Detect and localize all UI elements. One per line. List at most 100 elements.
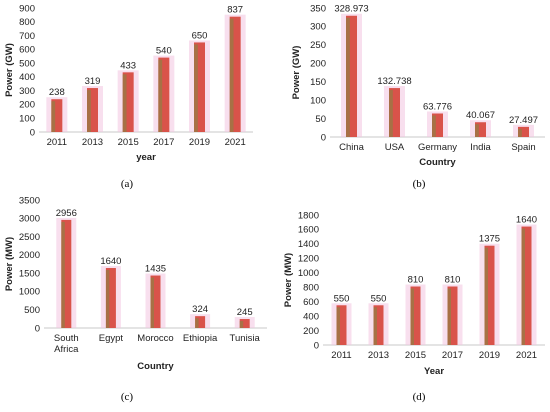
bar bbox=[87, 88, 98, 132]
bar bbox=[336, 305, 347, 345]
bar bbox=[150, 275, 161, 328]
x-tick-label: 2017 bbox=[442, 350, 463, 361]
y-axis-title: Power (GW) bbox=[291, 46, 302, 100]
y-tick-label: 300 bbox=[310, 22, 326, 33]
data-label: 1640 bbox=[516, 215, 537, 226]
y-tick-label: 600 bbox=[303, 297, 319, 308]
data-label: 1640 bbox=[100, 256, 121, 267]
x-tick-label: 2013 bbox=[82, 137, 103, 148]
bar-shade bbox=[475, 124, 479, 137]
data-label: 810 bbox=[445, 275, 461, 286]
bar bbox=[194, 42, 205, 132]
x-tick-label: India bbox=[470, 142, 491, 153]
data-label: 132.738 bbox=[377, 76, 411, 87]
data-label: 328.973 bbox=[334, 4, 368, 15]
y-tick-label: 2000 bbox=[19, 250, 40, 261]
bar bbox=[389, 88, 400, 137]
bar bbox=[229, 16, 241, 132]
x-tick-label: 2015 bbox=[405, 350, 426, 361]
bar bbox=[432, 113, 443, 137]
bar bbox=[521, 226, 532, 345]
y-tick-label: 900 bbox=[19, 3, 35, 14]
data-label: 433 bbox=[120, 60, 136, 71]
x-axis-title: Country bbox=[137, 361, 174, 372]
bar bbox=[239, 319, 250, 328]
y-tick-label: 1000 bbox=[19, 287, 40, 298]
y-tick-label: 50 bbox=[315, 114, 326, 125]
bar-shade bbox=[61, 221, 65, 328]
bar-shade bbox=[194, 44, 198, 132]
x-tick-label: Morocco bbox=[137, 333, 173, 344]
x-axis-title: year bbox=[136, 152, 156, 163]
x-tick-label: 2015 bbox=[118, 137, 139, 148]
x-tick-label: 2011 bbox=[47, 137, 67, 148]
bar-shade bbox=[195, 318, 199, 328]
y-tick-label: 800 bbox=[303, 283, 319, 294]
y-axis-title: Power (MW) bbox=[4, 237, 15, 291]
bar-shade bbox=[158, 59, 163, 132]
bar-shade bbox=[87, 90, 91, 132]
panel-label: (b) bbox=[413, 178, 426, 190]
bar-shade bbox=[105, 270, 110, 328]
bar-shade bbox=[150, 277, 154, 328]
x-tick-label: Tunisia bbox=[230, 333, 261, 344]
x-axis-title: Year bbox=[424, 366, 444, 377]
y-tick-label: 350 bbox=[310, 3, 326, 14]
bar-shade bbox=[521, 228, 525, 345]
y-tick-label: 200 bbox=[310, 59, 326, 70]
data-label: 319 bbox=[85, 76, 101, 87]
bar-shade bbox=[346, 17, 350, 137]
x-tick-label: USA bbox=[385, 142, 405, 153]
bar-shade bbox=[410, 288, 414, 345]
chart-panel-a: 0 100 200 300 400 500 600 700 800 900 238 2011 319 20… bbox=[4, 3, 253, 190]
y-tick-label: 0 bbox=[314, 340, 319, 351]
y-tick-label: 500 bbox=[24, 305, 40, 316]
bar bbox=[447, 286, 458, 345]
data-label: 540 bbox=[156, 46, 172, 57]
bar bbox=[51, 99, 63, 132]
y-tick-label: 1500 bbox=[19, 268, 40, 279]
bar-shade bbox=[239, 321, 244, 328]
y-tick-label: 1600 bbox=[298, 225, 319, 236]
x-tick-label: Ethiopia bbox=[183, 333, 218, 344]
data-label: 1435 bbox=[145, 264, 166, 275]
data-label: 63.776 bbox=[423, 101, 452, 112]
x-tick-label: 2019 bbox=[479, 350, 500, 361]
bar bbox=[475, 122, 486, 137]
bar-shade bbox=[447, 288, 451, 345]
bar bbox=[158, 57, 170, 132]
bar-shade bbox=[432, 115, 436, 137]
x-tick-label: 2011 bbox=[331, 350, 351, 361]
y-tick-label: 100 bbox=[310, 95, 326, 106]
y-tick-label: 400 bbox=[303, 311, 319, 322]
panel-label: (a) bbox=[121, 178, 134, 190]
bar bbox=[195, 316, 206, 328]
y-tick-label: 3000 bbox=[19, 214, 40, 225]
bar-shade bbox=[373, 307, 377, 345]
chart-panel-c: 0 500 1000 1500 2000 2500 3000 3500 2956 South Afr… bbox=[4, 195, 267, 403]
bar bbox=[518, 126, 529, 137]
y-axis-title: Power (MW) bbox=[283, 253, 294, 307]
data-label: 550 bbox=[334, 293, 350, 304]
data-label: 550 bbox=[371, 293, 387, 304]
data-label: 238 bbox=[49, 87, 65, 98]
y-tick-label: 1800 bbox=[298, 210, 319, 221]
data-label: 2956 bbox=[56, 208, 77, 219]
bar bbox=[373, 305, 384, 345]
bar-shade bbox=[229, 18, 234, 132]
x-tick-label: 2017 bbox=[153, 137, 174, 148]
x-tick-label: Spain bbox=[511, 142, 535, 153]
bar-shade bbox=[389, 90, 393, 137]
bar bbox=[122, 72, 134, 132]
bar bbox=[346, 15, 357, 137]
y-tick-label: 700 bbox=[19, 31, 35, 42]
bar-shade bbox=[122, 74, 127, 132]
y-tick-label: 200 bbox=[303, 326, 319, 337]
y-tick-label: 1200 bbox=[298, 254, 319, 265]
y-tick-label: 0 bbox=[30, 127, 35, 138]
data-label: 40.067 bbox=[466, 110, 495, 121]
data-label: 245 bbox=[237, 307, 253, 318]
bar bbox=[484, 245, 495, 345]
x-tick-label: Germany bbox=[418, 142, 457, 153]
y-tick-label: 300 bbox=[19, 86, 35, 97]
